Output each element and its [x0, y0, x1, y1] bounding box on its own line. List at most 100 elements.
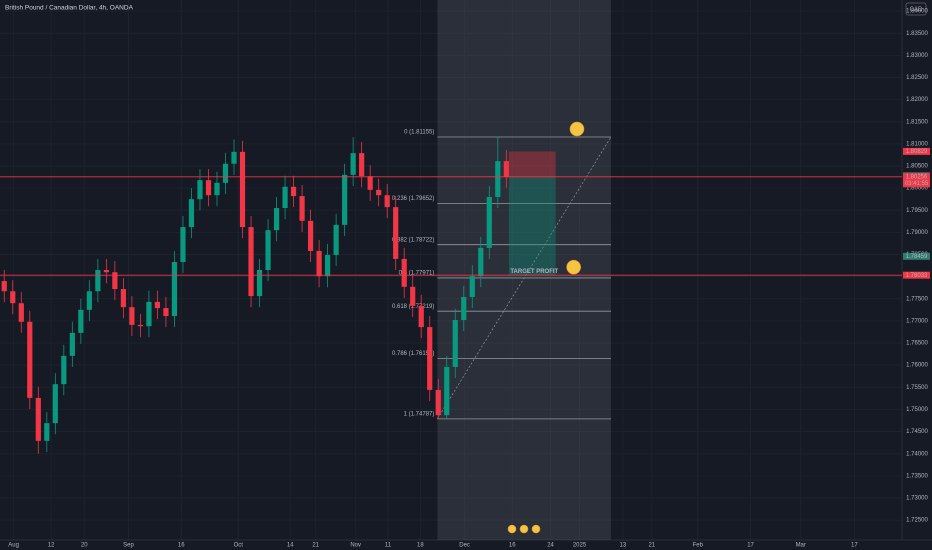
- x-tick-label: 11: [385, 543, 392, 549]
- x-tick-label: 13: [620, 543, 627, 549]
- y-tick-label: 1.77500: [906, 296, 928, 302]
- price-badge: [903, 173, 930, 188]
- candle-body: [350, 153, 356, 175]
- y-tick-label: 1.79000: [906, 230, 928, 236]
- y-tick-label: 1.77000: [906, 318, 928, 324]
- y-tick-label: 1.84000: [906, 9, 928, 15]
- candle-body: [282, 186, 288, 209]
- candle-body: [180, 227, 186, 263]
- candle-body: [325, 254, 331, 277]
- x-tick-label: 17: [851, 543, 858, 549]
- fib-box: [437, 0, 611, 540]
- x-tick-label: 18: [417, 543, 424, 549]
- candle-body: [205, 180, 212, 196]
- candle-body: [69, 332, 75, 356]
- emoji: [531, 524, 541, 534]
- emoji: [569, 121, 585, 137]
- emoji: [519, 524, 529, 534]
- candle-body: [10, 291, 16, 304]
- candle-body: [273, 208, 280, 231]
- candle-body: [137, 324, 144, 327]
- price-badge-label: 1.80829: [906, 149, 928, 155]
- candle-body: [401, 258, 407, 287]
- candle-body: [376, 189, 382, 196]
- candle-body: [239, 151, 246, 228]
- price-badge: [903, 252, 930, 260]
- x-tick-label: Aug: [8, 543, 19, 549]
- stop-zone: [508, 151, 556, 177]
- candle-body: [1, 281, 7, 292]
- candle-body: [95, 270, 101, 292]
- y-tick-label: 1.73000: [906, 496, 928, 502]
- fib-label: 1 (1.74787): [404, 411, 435, 417]
- x-tick-label: 2025: [573, 543, 587, 549]
- fib-label: 0.786 (1.76150): [392, 351, 434, 357]
- fib-label: 0.618 (1.77219): [392, 304, 434, 310]
- candle-body: [103, 270, 109, 273]
- target-zone: [508, 176, 556, 276]
- y-tick-label: 1.74500: [906, 429, 928, 435]
- x-tick-label: Mar: [796, 543, 806, 549]
- candle-body: [461, 297, 467, 321]
- x-tick-label: Sep: [123, 543, 134, 549]
- candle-body: [231, 151, 237, 164]
- y-tick-label: 1.82500: [906, 75, 928, 81]
- candle-body: [18, 303, 24, 322]
- candle-body: [435, 389, 441, 416]
- y-tick-label: 1.80000: [906, 186, 928, 192]
- candle-body: [299, 196, 305, 221]
- price-badge-label: 1.78459: [906, 254, 928, 260]
- candle-body: [214, 182, 220, 196]
- x-tick-label: 16: [178, 543, 185, 549]
- y-tick-label: 1.72500: [906, 518, 928, 524]
- candle-body: [154, 301, 161, 309]
- x-tick-label: 21: [312, 543, 319, 549]
- y-tick-label: 1.81000: [906, 141, 928, 147]
- candle-body: [503, 161, 509, 177]
- candle-body: [35, 397, 41, 441]
- fib-label: 0 (1.81155): [404, 130, 434, 136]
- candle-body: [163, 308, 169, 317]
- x-tick-label: Nov: [350, 543, 361, 549]
- x-tick-label: 12: [48, 543, 55, 549]
- candle-body: [469, 276, 475, 297]
- price-badge: [903, 147, 930, 155]
- candle-body: [333, 224, 339, 255]
- candle-body: [112, 272, 118, 290]
- candle-body: [452, 320, 458, 367]
- currency-box: [905, 2, 927, 16]
- target-label: TARGET PROFIT: [510, 269, 558, 275]
- candle-body: [410, 286, 416, 306]
- x-tick-label: 21: [648, 543, 655, 549]
- y-tick-label: 1.83500: [906, 31, 928, 37]
- y-tick-label: 1.79500: [906, 208, 928, 214]
- candle-body: [44, 423, 50, 441]
- candle-body: [342, 174, 348, 225]
- candle-body: [256, 270, 263, 297]
- x-tick-label: Feb: [693, 543, 704, 549]
- chart-title: British Pound / Canadian Dollar, 4h, OAN…: [5, 5, 134, 12]
- y-tick-label: 1.74000: [906, 451, 928, 457]
- x-tick-label: 17: [747, 543, 754, 549]
- x-tick-label: Oct: [234, 543, 244, 549]
- y-tick-label: 1.76000: [906, 363, 928, 369]
- candle-body: [478, 247, 484, 277]
- price-badge: [903, 271, 930, 279]
- candle-body: [171, 262, 178, 317]
- candle-body: [290, 186, 297, 197]
- currency: CAD: [910, 7, 923, 13]
- candle-body: [188, 199, 195, 228]
- countdown: 03:41:55: [905, 181, 929, 187]
- x-tick-label: 16: [509, 543, 516, 549]
- x-tick-label: Dec: [459, 543, 470, 549]
- candle-body: [222, 163, 229, 183]
- candle-body: [86, 291, 92, 310]
- candle-body: [316, 250, 322, 277]
- candle-body: [418, 305, 424, 328]
- fib-label: 0.382 (1.78722): [392, 237, 434, 243]
- candle-body: [307, 220, 314, 251]
- candle-body: [27, 321, 33, 398]
- y-tick-label: 1.76500: [906, 341, 928, 347]
- fib-trend: [437, 136, 612, 420]
- candle-body: [197, 180, 203, 200]
